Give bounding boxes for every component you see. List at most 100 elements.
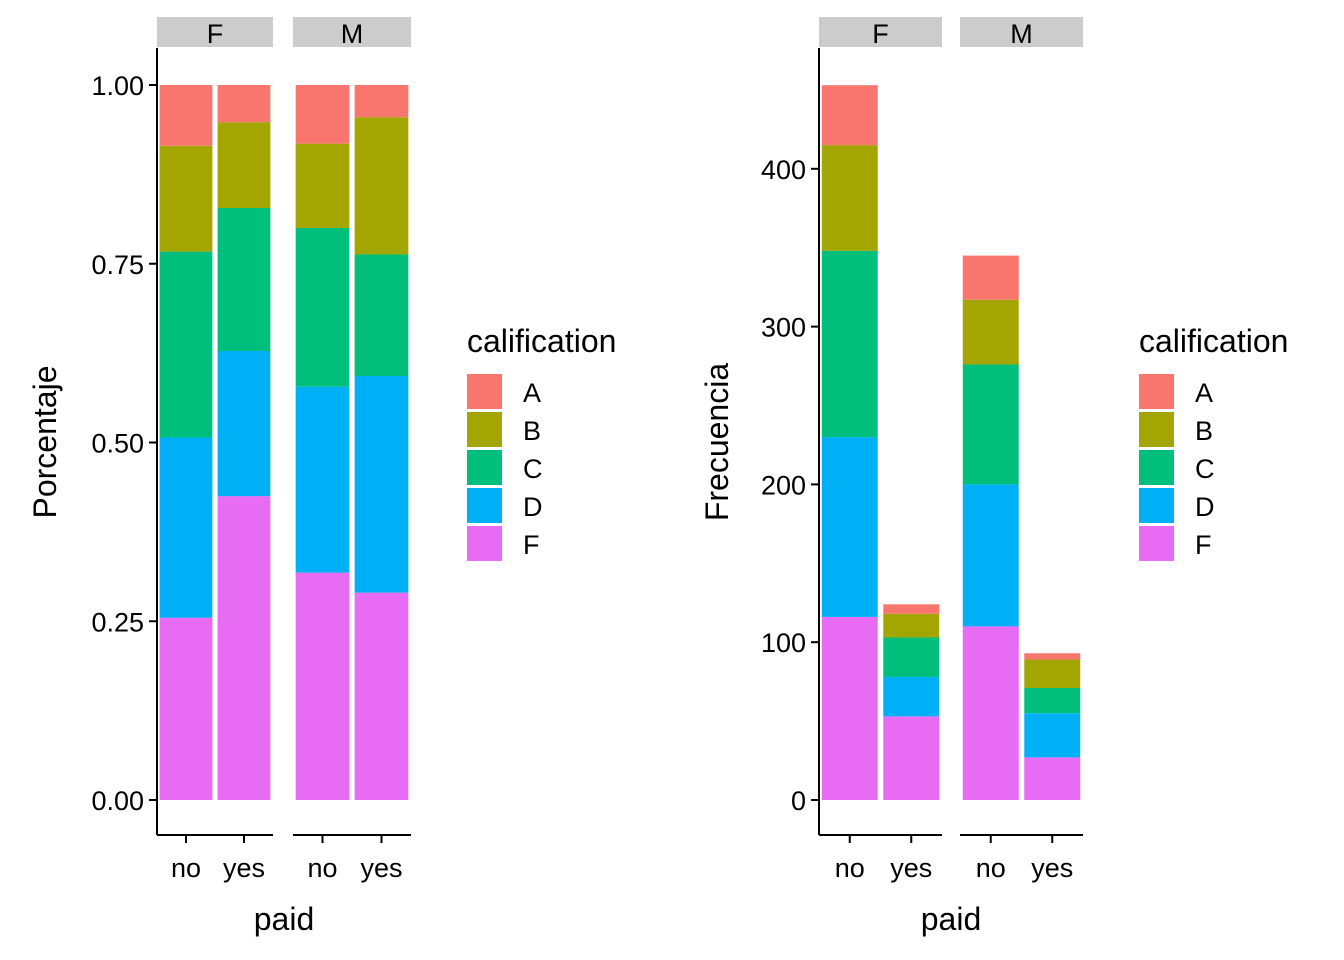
legend-key-B (467, 412, 502, 447)
x-tick-label: yes (890, 853, 932, 883)
bar-segment-M-no-D (295, 386, 350, 573)
bar-segment-F-no-D (821, 437, 878, 617)
bar-segment-M-no-C (962, 364, 1019, 485)
legend-key-A (1139, 374, 1174, 409)
bar-segment-F-no-C (159, 251, 213, 438)
bar-segment-F-yes-A (883, 604, 940, 614)
bar-segment-M-yes-B (1024, 659, 1081, 688)
legend-key-D (467, 488, 502, 523)
y-tick-label: 300 (761, 313, 806, 343)
bar-segment-F-no-F (821, 616, 878, 800)
legend-label: F (523, 530, 540, 560)
x-tick-label: yes (1031, 853, 1073, 883)
bar-segment-M-yes-D (354, 376, 409, 593)
legend-key-A (467, 374, 502, 409)
legend-label: A (1195, 378, 1213, 408)
bar-segment-F-no-A (821, 85, 878, 146)
bar-segment-F-yes-B (217, 122, 271, 208)
legend-title: calification (1139, 323, 1288, 359)
bar-segment-M-yes-F (1024, 757, 1081, 800)
x-tick-label: no (171, 853, 201, 883)
y-axis-title: Porcentaje (27, 366, 63, 519)
bar-segment-F-no-B (821, 145, 878, 251)
bar-segment-M-no-A (962, 255, 1019, 300)
legend-label: A (523, 378, 541, 408)
facet-strip-label: F (872, 19, 889, 49)
bar-segment-F-no-D (159, 437, 213, 618)
bar-segment-F-no-F (159, 617, 213, 800)
bar-segment-F-no-A (159, 85, 213, 146)
bar-segment-F-no-B (159, 145, 213, 252)
bar-segment-F-no-C (821, 250, 878, 438)
legend-label: B (1195, 416, 1213, 446)
legend-key-C (1139, 450, 1174, 485)
facet-panel-M: Mno yes (960, 17, 1083, 883)
bar-segment-M-no-A (295, 85, 350, 144)
bar-segment-F-yes-D (217, 350, 271, 497)
facet-panel-F: Fno yes (819, 17, 942, 883)
bar-segment-F-yes-A (217, 85, 271, 123)
facet-panel-M: Mno yes (293, 17, 411, 883)
x-tick-label: no (307, 853, 337, 883)
legend-key-F (467, 526, 502, 561)
facet-strip-label: M (341, 19, 364, 49)
bar-segment-M-yes-A (354, 85, 409, 118)
bar-segment-F-yes-F (883, 716, 940, 800)
facet-panel-F: Fno yes (157, 17, 273, 883)
y-tick-label: 400 (761, 155, 806, 185)
x-axis-title: paid (254, 901, 315, 937)
x-axis-title: paid (921, 901, 982, 937)
legend-key-B (1139, 412, 1174, 447)
facet-strip (157, 17, 273, 47)
y-tick-label: 0.00 (91, 786, 144, 816)
legend-label: B (523, 416, 541, 446)
bar-segment-M-yes-D (1024, 713, 1081, 758)
y-tick-label: 200 (761, 470, 806, 500)
facet-strip (293, 17, 411, 47)
legend-key-C (467, 450, 502, 485)
legend-label: C (523, 454, 543, 484)
bar-segment-M-no-C (295, 228, 350, 387)
bar-segment-M-no-F (962, 626, 1019, 800)
legend-key-F (1139, 526, 1174, 561)
bar-segment-F-yes-F (217, 496, 271, 800)
bar-segment-M-yes-C (1024, 687, 1081, 714)
facet-strip (960, 17, 1083, 47)
bar-segment-F-yes-B (883, 613, 940, 638)
legend-label: D (523, 492, 543, 522)
x-tick-label: yes (360, 853, 402, 883)
bar-segment-F-yes-C (217, 207, 271, 351)
x-tick-label: no (835, 853, 865, 883)
bar-segment-M-yes-B (354, 117, 409, 255)
bar-segment-M-no-B (295, 143, 350, 228)
facet-strip-label: F (207, 19, 224, 49)
bar-segment-M-yes-F (354, 592, 409, 800)
bar-segment-F-yes-C (883, 637, 940, 677)
bar-segment-M-yes-C (354, 254, 409, 377)
x-tick-label: no (976, 853, 1006, 883)
y-axis-title: Frecuencia (699, 363, 735, 522)
bar-segment-M-no-B (962, 299, 1019, 365)
legend-label: C (1195, 454, 1215, 484)
y-tick-label: 0 (791, 786, 806, 816)
legend-title: calification (467, 323, 616, 359)
y-tick-label: 1.00 (91, 71, 144, 101)
facet-strip (819, 17, 942, 47)
bar-segment-M-no-D (962, 484, 1019, 627)
y-tick-label: 0.75 (91, 250, 144, 280)
y-tick-label: 0.50 (91, 429, 144, 459)
bar-segment-M-no-F (295, 572, 350, 800)
legend-label: F (1195, 530, 1212, 560)
bar-segment-F-yes-D (883, 676, 940, 717)
y-tick-label: 100 (761, 628, 806, 658)
legend-key-D (1139, 488, 1174, 523)
y-tick-label: 0.25 (91, 607, 144, 637)
legend-label: D (1195, 492, 1215, 522)
facet-strip-label: M (1010, 19, 1033, 49)
bar-segment-M-yes-A (1024, 653, 1081, 660)
